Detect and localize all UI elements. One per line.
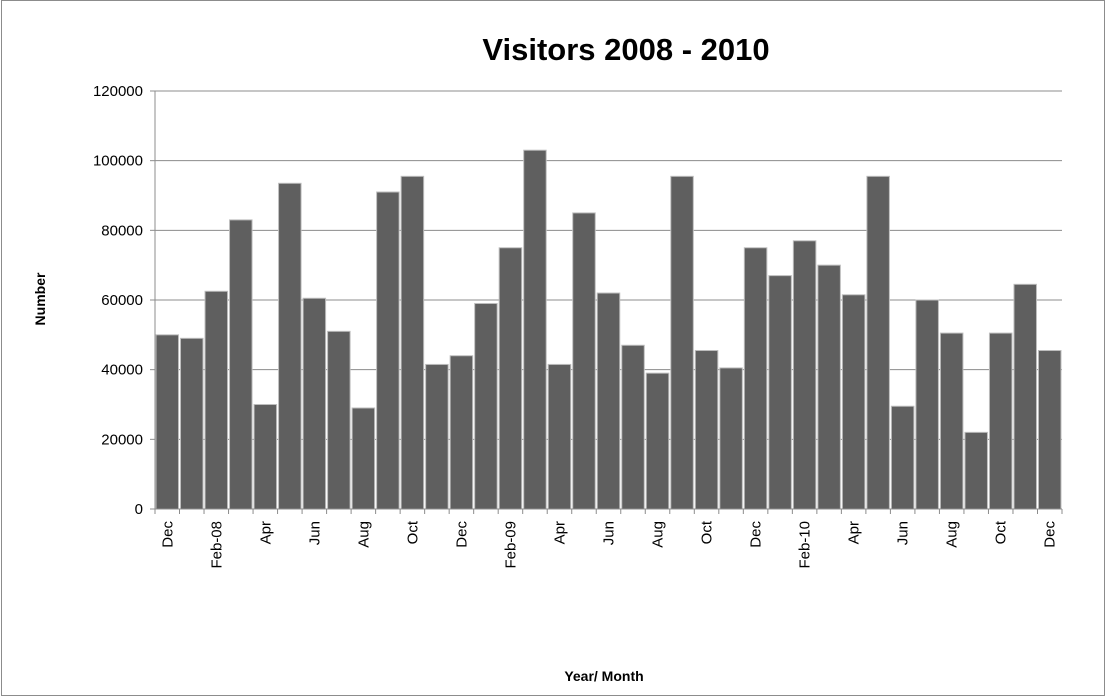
y-axis-title: Number bbox=[32, 272, 48, 325]
bar bbox=[449, 355, 474, 510]
bar bbox=[841, 294, 866, 510]
bar bbox=[1013, 283, 1037, 510]
bar bbox=[351, 407, 376, 510]
bar bbox=[400, 175, 425, 510]
y-tick-label: 100000 bbox=[93, 153, 143, 170]
x-axis-ticks: Dec Feb-08 Apr Jun Aug Oct Dec Feb-09 Apr Jun Aug O… bbox=[154, 509, 1063, 569]
bar bbox=[866, 175, 890, 510]
x-tick-label: Jun bbox=[895, 521, 912, 545]
x-tick-label: Apr bbox=[257, 521, 274, 544]
bars bbox=[155, 149, 1062, 510]
bar bbox=[204, 290, 229, 510]
y-tick-label: 60000 bbox=[101, 292, 143, 309]
bar bbox=[645, 372, 670, 510]
x-tick-label: Feb-09 bbox=[502, 521, 519, 569]
bar bbox=[155, 334, 180, 510]
x-tick-label: Apr bbox=[551, 521, 568, 544]
bar bbox=[425, 363, 449, 510]
bar bbox=[890, 405, 915, 510]
x-tick-label: Feb-08 bbox=[208, 521, 225, 569]
bar bbox=[376, 191, 400, 510]
x-tick-label: Jun bbox=[306, 521, 323, 545]
y-tick-label: 80000 bbox=[101, 222, 143, 239]
y-tick-label: 40000 bbox=[101, 362, 143, 379]
bar bbox=[572, 212, 596, 510]
x-tick-label: Oct bbox=[404, 520, 421, 544]
bar bbox=[547, 363, 572, 510]
bar bbox=[768, 275, 792, 510]
y-tick-label: 120000 bbox=[93, 83, 143, 100]
bar bbox=[792, 240, 817, 510]
bar bbox=[302, 297, 327, 510]
bar bbox=[939, 332, 964, 510]
x-tick-label: Apr bbox=[846, 521, 863, 544]
bar bbox=[327, 330, 351, 510]
bar bbox=[964, 431, 988, 510]
bar bbox=[253, 404, 278, 510]
bar bbox=[719, 367, 743, 510]
y-tick-label: 0 bbox=[135, 501, 143, 518]
bar bbox=[596, 292, 621, 510]
bar bbox=[670, 175, 694, 510]
chart-title: Visitors 2008 - 2010 bbox=[482, 32, 769, 67]
x-axis-title: Year/ Month bbox=[564, 668, 643, 684]
x-tick-label: Oct bbox=[993, 520, 1010, 544]
bar bbox=[694, 350, 719, 510]
bar bbox=[915, 299, 939, 510]
x-tick-label: Dec bbox=[748, 521, 765, 548]
x-tick-label: Dec bbox=[159, 521, 176, 548]
bar bbox=[523, 149, 547, 510]
x-tick-label: Aug bbox=[944, 521, 961, 548]
bar bbox=[229, 219, 253, 510]
x-tick-label: Aug bbox=[650, 521, 667, 548]
y-tick-label: 20000 bbox=[101, 431, 143, 448]
bar bbox=[988, 332, 1013, 510]
bar bbox=[474, 302, 498, 510]
bar bbox=[498, 247, 523, 510]
y-axis-ticks: 0 20000 40000 60000 80000 100000 120000 bbox=[93, 83, 155, 518]
x-tick-label: Dec bbox=[1042, 521, 1059, 548]
x-tick-label: Feb-10 bbox=[797, 521, 814, 569]
bar bbox=[278, 182, 302, 510]
x-tick-label: Dec bbox=[453, 521, 470, 548]
bar bbox=[817, 264, 841, 510]
bar bbox=[180, 337, 204, 510]
x-tick-label: Aug bbox=[355, 521, 372, 548]
x-tick-label: Oct bbox=[699, 520, 716, 544]
bar bbox=[743, 247, 768, 510]
x-tick-label: Jun bbox=[601, 521, 618, 545]
bar bbox=[1037, 350, 1062, 510]
bar bbox=[621, 344, 645, 510]
